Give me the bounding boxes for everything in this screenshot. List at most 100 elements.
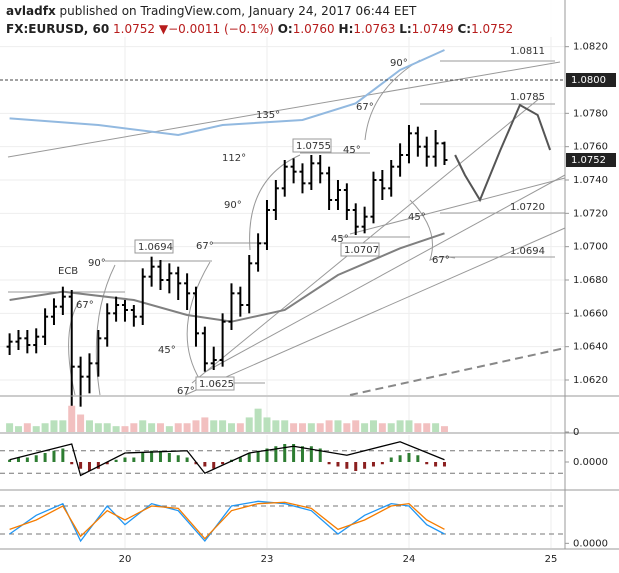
histogram-bar: [185, 457, 189, 462]
open: 1.0760: [293, 22, 335, 36]
histogram-bar: [389, 457, 393, 462]
annotation: 67°: [356, 102, 374, 113]
volume-bar: [148, 423, 156, 432]
histogram-bar: [345, 462, 349, 469]
o-label: O:: [278, 22, 293, 36]
volume-bar: [263, 417, 271, 432]
volume-bar: [387, 423, 395, 432]
y-tick-label: 0.0000: [573, 538, 608, 549]
histogram-bar: [96, 462, 100, 469]
indicator-line: [9, 500, 445, 543]
histogram-bar: [105, 462, 109, 465]
volume-bar: [139, 420, 147, 432]
histogram-bar: [309, 446, 313, 462]
histogram-bar: [150, 450, 154, 462]
histogram-bar: [87, 462, 91, 471]
trend-line: [204, 174, 566, 373]
y-tick-label: 1.0740: [573, 175, 608, 186]
histogram-bar: [442, 462, 446, 467]
annotation: 112°: [222, 153, 246, 164]
annotation-box: [292, 138, 332, 153]
histogram-bar: [132, 457, 136, 462]
histogram-bar: [141, 453, 145, 462]
volume-bar: [432, 423, 440, 432]
annotation: 1.0707: [344, 245, 379, 256]
volume-bar: [68, 405, 76, 432]
histogram-bar: [425, 462, 429, 465]
volume-bar: [290, 423, 298, 432]
trend-line: [191, 97, 541, 384]
histogram-bar: [398, 455, 402, 462]
histogram-bar: [363, 462, 367, 469]
volume-bar: [121, 426, 129, 432]
histogram-bar: [354, 462, 358, 471]
histogram-bar: [194, 462, 198, 465]
histogram-bar: [238, 457, 242, 462]
annotation: 45°: [158, 345, 176, 356]
y-tick-label: 1.0620: [573, 375, 608, 386]
volume-bar: [14, 426, 22, 432]
histogram-bar: [380, 462, 384, 465]
change: −0.0011 (−0.1%): [168, 22, 274, 36]
annotation: 1.0625: [199, 379, 234, 390]
annotation: 135°: [256, 110, 280, 121]
last: 1.0752: [113, 22, 155, 36]
annotation-box: [134, 239, 174, 254]
histogram-bar: [34, 455, 38, 462]
annotation: ECB: [58, 266, 78, 277]
annotation: 1.0720: [510, 202, 545, 213]
volume-bar: [227, 423, 235, 432]
y-tick-label: 1.0660: [573, 308, 608, 319]
volume-bar: [85, 420, 93, 432]
x-tick-label: 25: [545, 554, 558, 565]
histogram-bar: [167, 453, 171, 462]
volume-bar: [183, 423, 191, 432]
annotation: 67°: [432, 255, 450, 266]
y-tick-label: 1.0760: [573, 142, 608, 153]
volume-bar: [325, 420, 333, 432]
trend-line: [7, 61, 561, 158]
price-label: 1.0752: [571, 155, 606, 166]
volume-bar: [307, 423, 315, 432]
trend-line: [184, 227, 566, 396]
histogram-bar: [407, 453, 411, 462]
volume-bar: [281, 420, 289, 432]
volume-bar: [174, 423, 182, 432]
annotation: 45°: [343, 145, 361, 156]
volume-bar: [369, 420, 377, 432]
annotation: 67°: [76, 300, 94, 311]
price-label: 1.0800: [571, 75, 606, 86]
y-tick-label: 1.0680: [573, 275, 608, 286]
volume-bar: [77, 414, 85, 432]
volume-bar: [23, 423, 31, 432]
price-label-bg: [566, 73, 616, 87]
histogram-bar: [70, 462, 74, 465]
histogram-bar: [283, 444, 287, 462]
volume-bar: [352, 420, 360, 432]
annotation: 90°: [224, 200, 242, 211]
histogram-bar: [274, 446, 278, 462]
histogram-bar: [256, 450, 260, 462]
annotation: 90°: [390, 58, 408, 69]
annotation: 67°: [196, 241, 214, 252]
price-label-bg: [566, 153, 616, 167]
annotations: 90° 1.0811 1.0785 67° 135° 45° 1.0755 11…: [58, 46, 545, 397]
volume-bar: [6, 423, 14, 432]
dashed-trend: [349, 347, 566, 396]
annotation-box: [340, 242, 380, 257]
volume-bar: [50, 420, 58, 432]
x-tick-label: 23: [261, 554, 274, 565]
histogram-bar: [8, 459, 12, 462]
x-tick-label: 24: [403, 554, 416, 565]
volume-bar: [210, 420, 218, 432]
histogram-bar: [318, 448, 322, 462]
y-tick-label: 1.0640: [573, 342, 608, 353]
y-tick-label: 0: [573, 427, 579, 438]
annotation-box: [195, 376, 235, 391]
header-line: FX:EURUSD, 60 1.0752 ▼−0.0011 (−0.1%) O:…: [6, 22, 513, 36]
annotation: 1.0694: [138, 242, 173, 253]
volume-bar: [156, 423, 164, 432]
y-tick-label: 1.0820: [573, 42, 608, 53]
